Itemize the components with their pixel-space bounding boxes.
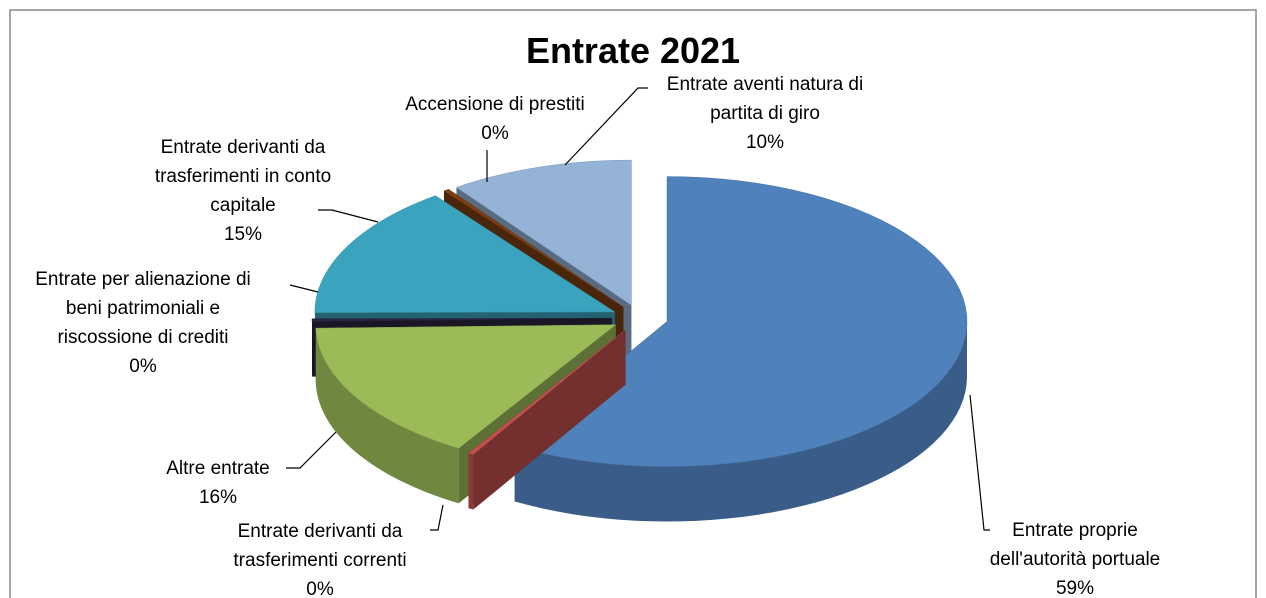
leader-line	[318, 209, 379, 223]
pie-slice	[467, 329, 626, 455]
category-label: Entrate proprie dell'autorità portuale	[989, 520, 1161, 570]
data-label: Entrate aventi natura di partita di giro…	[643, 70, 888, 157]
pie-slice	[315, 324, 617, 449]
chart-title: Entrate 2021	[525, 30, 741, 71]
leader-line	[969, 394, 990, 531]
data-label: Accensione di prestiti 0%	[380, 90, 610, 148]
value-label: 10%	[745, 132, 785, 153]
value-label: 15%	[223, 224, 263, 245]
category-label: Accensione di prestiti	[405, 94, 585, 115]
data-label: Entrate per alienazione di beni patrimon…	[21, 265, 266, 381]
value-label: 0%	[306, 579, 334, 598]
category-label: Entrate aventi natura di partita di giro	[666, 74, 864, 124]
value-label: 59%	[1055, 578, 1095, 598]
leader-line	[564, 87, 648, 166]
category-label: Altre entrate	[166, 458, 270, 479]
chart-frame	[9, 9, 1257, 598]
leader-line	[289, 284, 319, 293]
leader-line	[430, 504, 444, 531]
value-label: 0%	[481, 123, 509, 144]
slice-side	[514, 321, 968, 522]
data-label: Altre entrate 16%	[138, 454, 298, 512]
category-label: Entrate per alienazione di beni patrimon…	[35, 269, 251, 348]
leader-lines	[286, 87, 990, 531]
slice-face	[468, 329, 626, 509]
data-label: Entrate derivanti da trasferimenti corre…	[213, 517, 428, 598]
pie-slice	[514, 176, 968, 467]
category-label: Entrate derivanti da trasferimenti in co…	[154, 137, 332, 216]
data-label: Entrate derivanti da trasferimenti in co…	[151, 133, 336, 249]
value-label: 0%	[129, 356, 157, 377]
pie-slice	[455, 159, 632, 306]
pie	[311, 159, 968, 522]
slice-side	[315, 328, 459, 504]
value-label: 16%	[198, 487, 238, 508]
leader-line	[286, 431, 337, 469]
pie-slice	[311, 317, 613, 322]
category-label: Entrate derivanti da trasferimenti corre…	[233, 521, 407, 571]
data-label: Entrate proprie dell'autorità portuale 59…	[968, 516, 1183, 598]
pie-slice	[443, 189, 624, 308]
slice-side	[468, 453, 474, 510]
